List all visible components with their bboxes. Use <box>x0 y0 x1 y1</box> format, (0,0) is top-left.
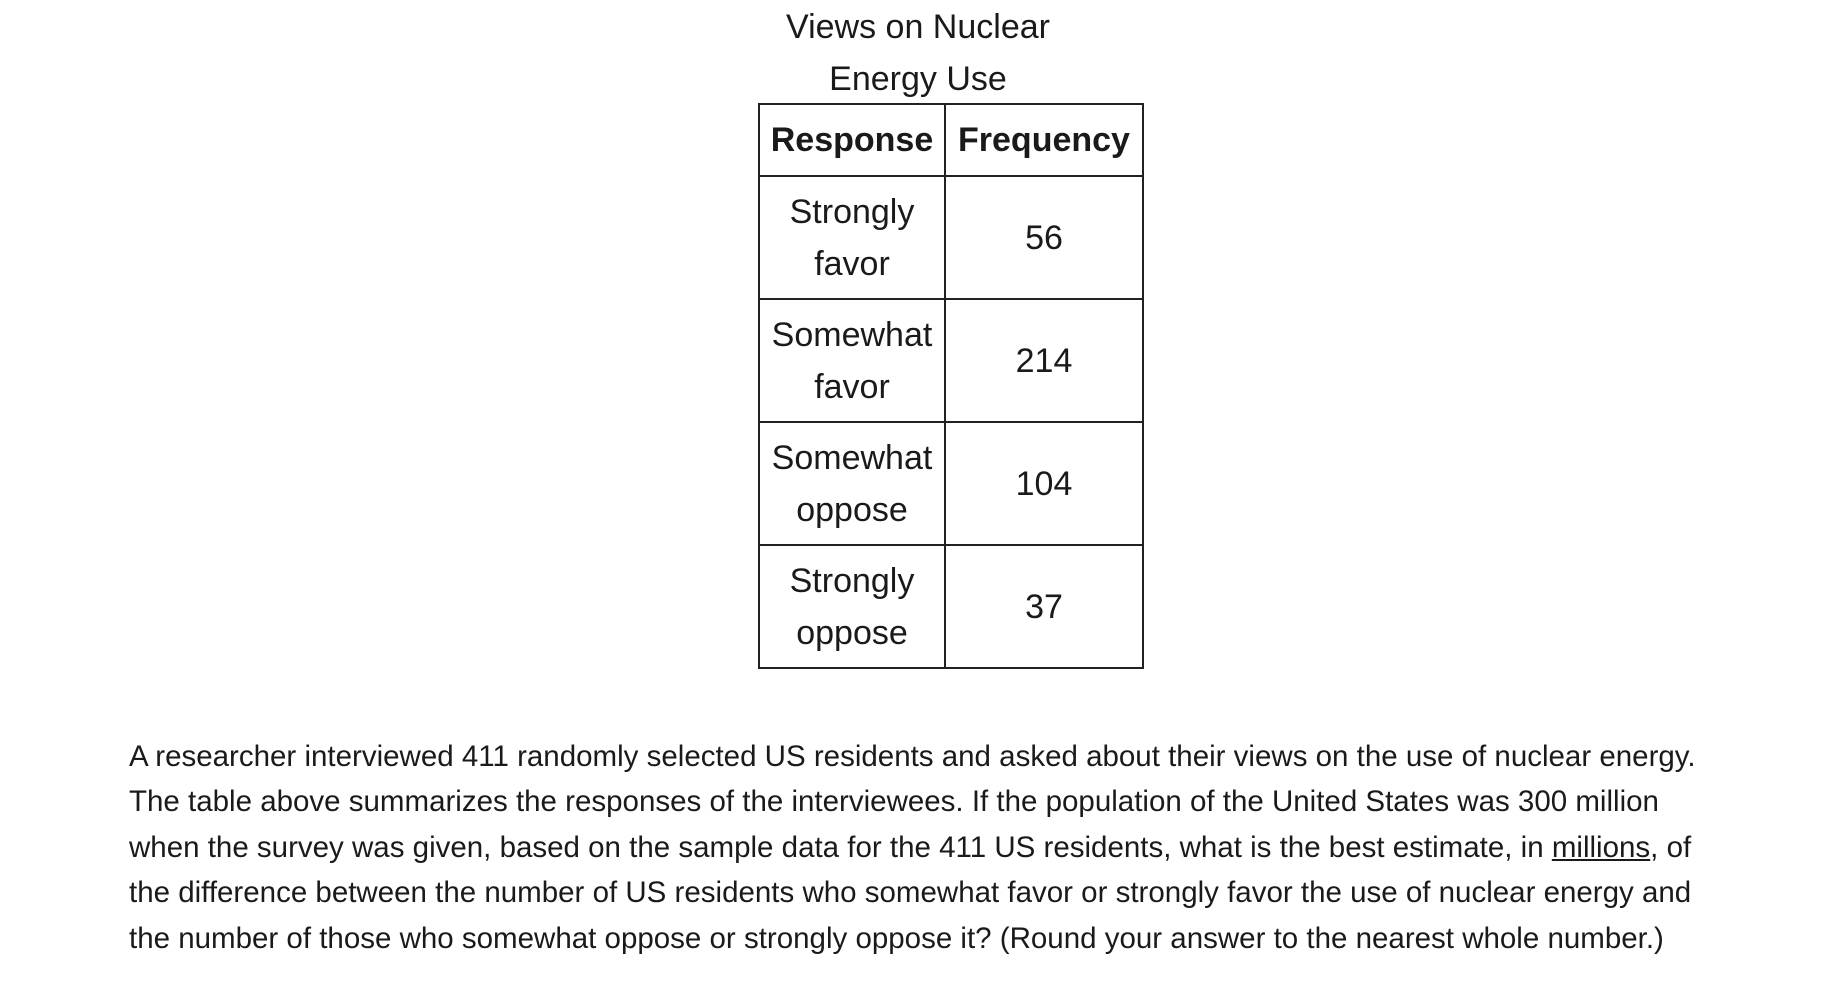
table-row: Strongly favor 56 <box>758 175 1144 300</box>
response-line: oppose <box>796 490 908 529</box>
table-header-row: Response Frequency <box>758 103 1144 177</box>
header-response: Response <box>758 103 946 177</box>
table-row: Strongly oppose 37 <box>758 544 1144 669</box>
response-cell: Strongly favor <box>758 175 946 300</box>
response-line: Strongly <box>789 561 915 600</box>
frequency-cell: 104 <box>944 421 1144 546</box>
question-text: A researcher interviewed 411 randomly se… <box>129 734 1719 962</box>
table-row: Somewhat oppose 104 <box>758 421 1144 546</box>
response-cell: Somewhat oppose <box>758 421 946 546</box>
question-underlined-term: millions <box>1551 830 1651 864</box>
response-cell: Somewhat favor <box>758 298 946 423</box>
response-line: Somewhat <box>771 438 933 477</box>
response-line: oppose <box>796 613 908 652</box>
table-caption-line: Energy Use <box>829 60 1007 98</box>
frequency-cell: 37 <box>944 544 1144 669</box>
response-line: Somewhat <box>771 315 933 354</box>
response-cell: Strongly oppose <box>758 544 946 669</box>
question-text-after: , of the difference between the number o… <box>129 830 1692 955</box>
table-caption: Views on Nuclear Energy Use <box>0 0 1836 105</box>
frequency-cell: 56 <box>944 175 1144 300</box>
response-line: favor <box>814 244 890 283</box>
frequency-cell: 214 <box>944 298 1144 423</box>
header-frequency: Frequency <box>944 103 1144 177</box>
table-row: Somewhat favor 214 <box>758 298 1144 423</box>
question-text-before: A researcher interviewed 411 randomly se… <box>129 739 1696 864</box>
response-line: Strongly <box>789 192 915 231</box>
frequency-table: Response Frequency Strongly favor 56 Som… <box>758 103 1144 669</box>
table-caption-line: Views on Nuclear <box>786 8 1050 46</box>
response-line: favor <box>814 367 890 406</box>
